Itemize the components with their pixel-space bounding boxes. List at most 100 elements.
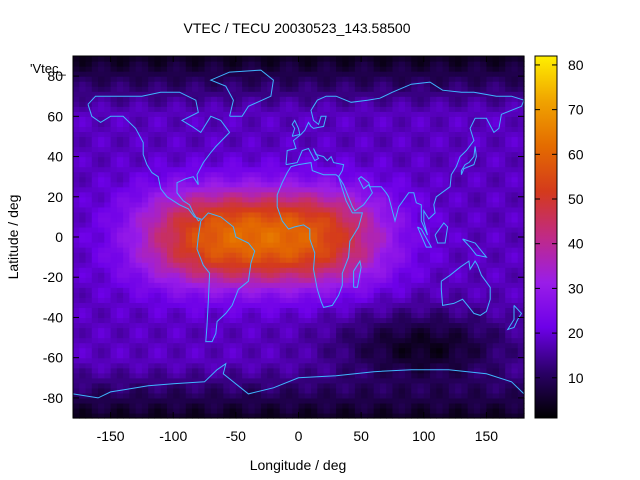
heatmap-cell (467, 201, 475, 208)
heatmap-cell (179, 146, 187, 153)
heatmap-cell (354, 76, 362, 82)
heatmap-cell (129, 196, 137, 203)
heatmap-cell (467, 146, 475, 153)
heatmap-cell (173, 302, 181, 308)
heatmap-cell (423, 282, 431, 288)
heatmap-cell (292, 407, 300, 414)
heatmap-cell (91, 206, 99, 213)
heatmap-cell (223, 377, 231, 384)
heatmap-cell (517, 156, 525, 163)
heatmap-cell (392, 292, 400, 298)
heatmap-cell (480, 242, 488, 248)
heatmap-cell (235, 106, 243, 112)
heatmap-cell (411, 292, 419, 298)
heatmap-cell (192, 332, 199, 339)
heatmap-cell (179, 71, 187, 77)
heatmap-cell (160, 131, 168, 138)
heatmap-cell (160, 186, 168, 193)
heatmap-cell (361, 312, 368, 319)
heatmap-cell (398, 287, 406, 293)
heatmap-cell (204, 206, 212, 213)
heatmap-cell (498, 176, 506, 183)
heatmap-cell (436, 272, 444, 278)
heatmap-cell (430, 407, 437, 414)
heatmap-cell (373, 392, 381, 399)
heatmap-cell (166, 141, 174, 148)
heatmap-cell (329, 211, 337, 218)
heatmap-cell (367, 317, 375, 324)
heatmap-cell (448, 196, 456, 203)
heatmap-cell (323, 322, 331, 329)
heatmap-cell (329, 196, 337, 203)
heatmap-cell (260, 407, 268, 414)
heatmap-cell (141, 96, 149, 102)
heatmap-cell (73, 292, 80, 298)
heatmap-cell (498, 131, 506, 138)
heatmap-cell (379, 106, 387, 112)
heatmap-cell (123, 186, 130, 193)
heatmap-cell (217, 297, 224, 303)
heatmap-cell (235, 201, 243, 208)
heatmap-cell (354, 307, 362, 314)
heatmap-cell (85, 211, 93, 218)
heatmap-cell (254, 342, 262, 349)
heatmap-cell (379, 146, 387, 153)
heatmap-cell (517, 242, 525, 248)
heatmap-cell (123, 342, 130, 349)
heatmap-cell (417, 327, 425, 334)
heatmap-cell (386, 312, 394, 319)
heatmap-cell (79, 297, 87, 303)
heatmap-cell (423, 372, 431, 379)
heatmap-cell (267, 337, 275, 344)
heatmap-cell (248, 221, 256, 228)
heatmap-cell (141, 176, 149, 183)
heatmap-cell (317, 76, 325, 82)
heatmap-cell (486, 277, 494, 283)
heatmap-cell (367, 362, 375, 369)
heatmap-cell (329, 146, 337, 153)
heatmap-cell (404, 242, 412, 248)
heatmap-cell (91, 387, 99, 394)
heatmap-cell (398, 252, 406, 258)
heatmap-cell (442, 91, 450, 97)
heatmap-cell (423, 191, 431, 198)
heatmap-cell (116, 257, 124, 263)
heatmap-cell (467, 377, 475, 384)
heatmap-cell (204, 257, 212, 263)
heatmap-cell (229, 86, 237, 92)
heatmap-cell (442, 377, 450, 384)
heatmap-cell (260, 402, 268, 409)
heatmap-cell (367, 307, 375, 314)
heatmap-cell (210, 302, 218, 308)
heatmap-cell (367, 397, 375, 404)
heatmap-cell (85, 342, 93, 349)
heatmap-cell (311, 347, 318, 354)
heatmap-cell (166, 322, 174, 329)
heatmap-cell (480, 317, 488, 324)
heatmap-cell (217, 252, 224, 258)
heatmap-cell (348, 397, 356, 404)
heatmap-cell (342, 412, 350, 419)
heatmap-cell (430, 176, 437, 183)
heatmap-cell (467, 272, 475, 278)
heatmap-cell (104, 186, 112, 193)
heatmap-cell (229, 206, 237, 213)
heatmap-cell (192, 161, 199, 168)
heatmap-cell (455, 101, 462, 107)
heatmap-cell (323, 327, 331, 334)
heatmap-cell (148, 267, 156, 273)
heatmap-cell (166, 402, 174, 409)
heatmap-cell (104, 76, 112, 82)
heatmap-cell (323, 387, 331, 394)
heatmap-cell (217, 156, 224, 163)
heatmap-cell (223, 206, 231, 213)
heatmap-cell (323, 136, 331, 143)
heatmap-cell (336, 322, 343, 329)
heatmap-cell (329, 101, 337, 107)
heatmap-cell (267, 292, 275, 298)
heatmap-cell (455, 131, 462, 138)
heatmap-cell (254, 106, 262, 112)
heatmap-cell (192, 201, 199, 208)
heatmap-cell (91, 96, 99, 102)
heatmap-cell (248, 161, 256, 168)
